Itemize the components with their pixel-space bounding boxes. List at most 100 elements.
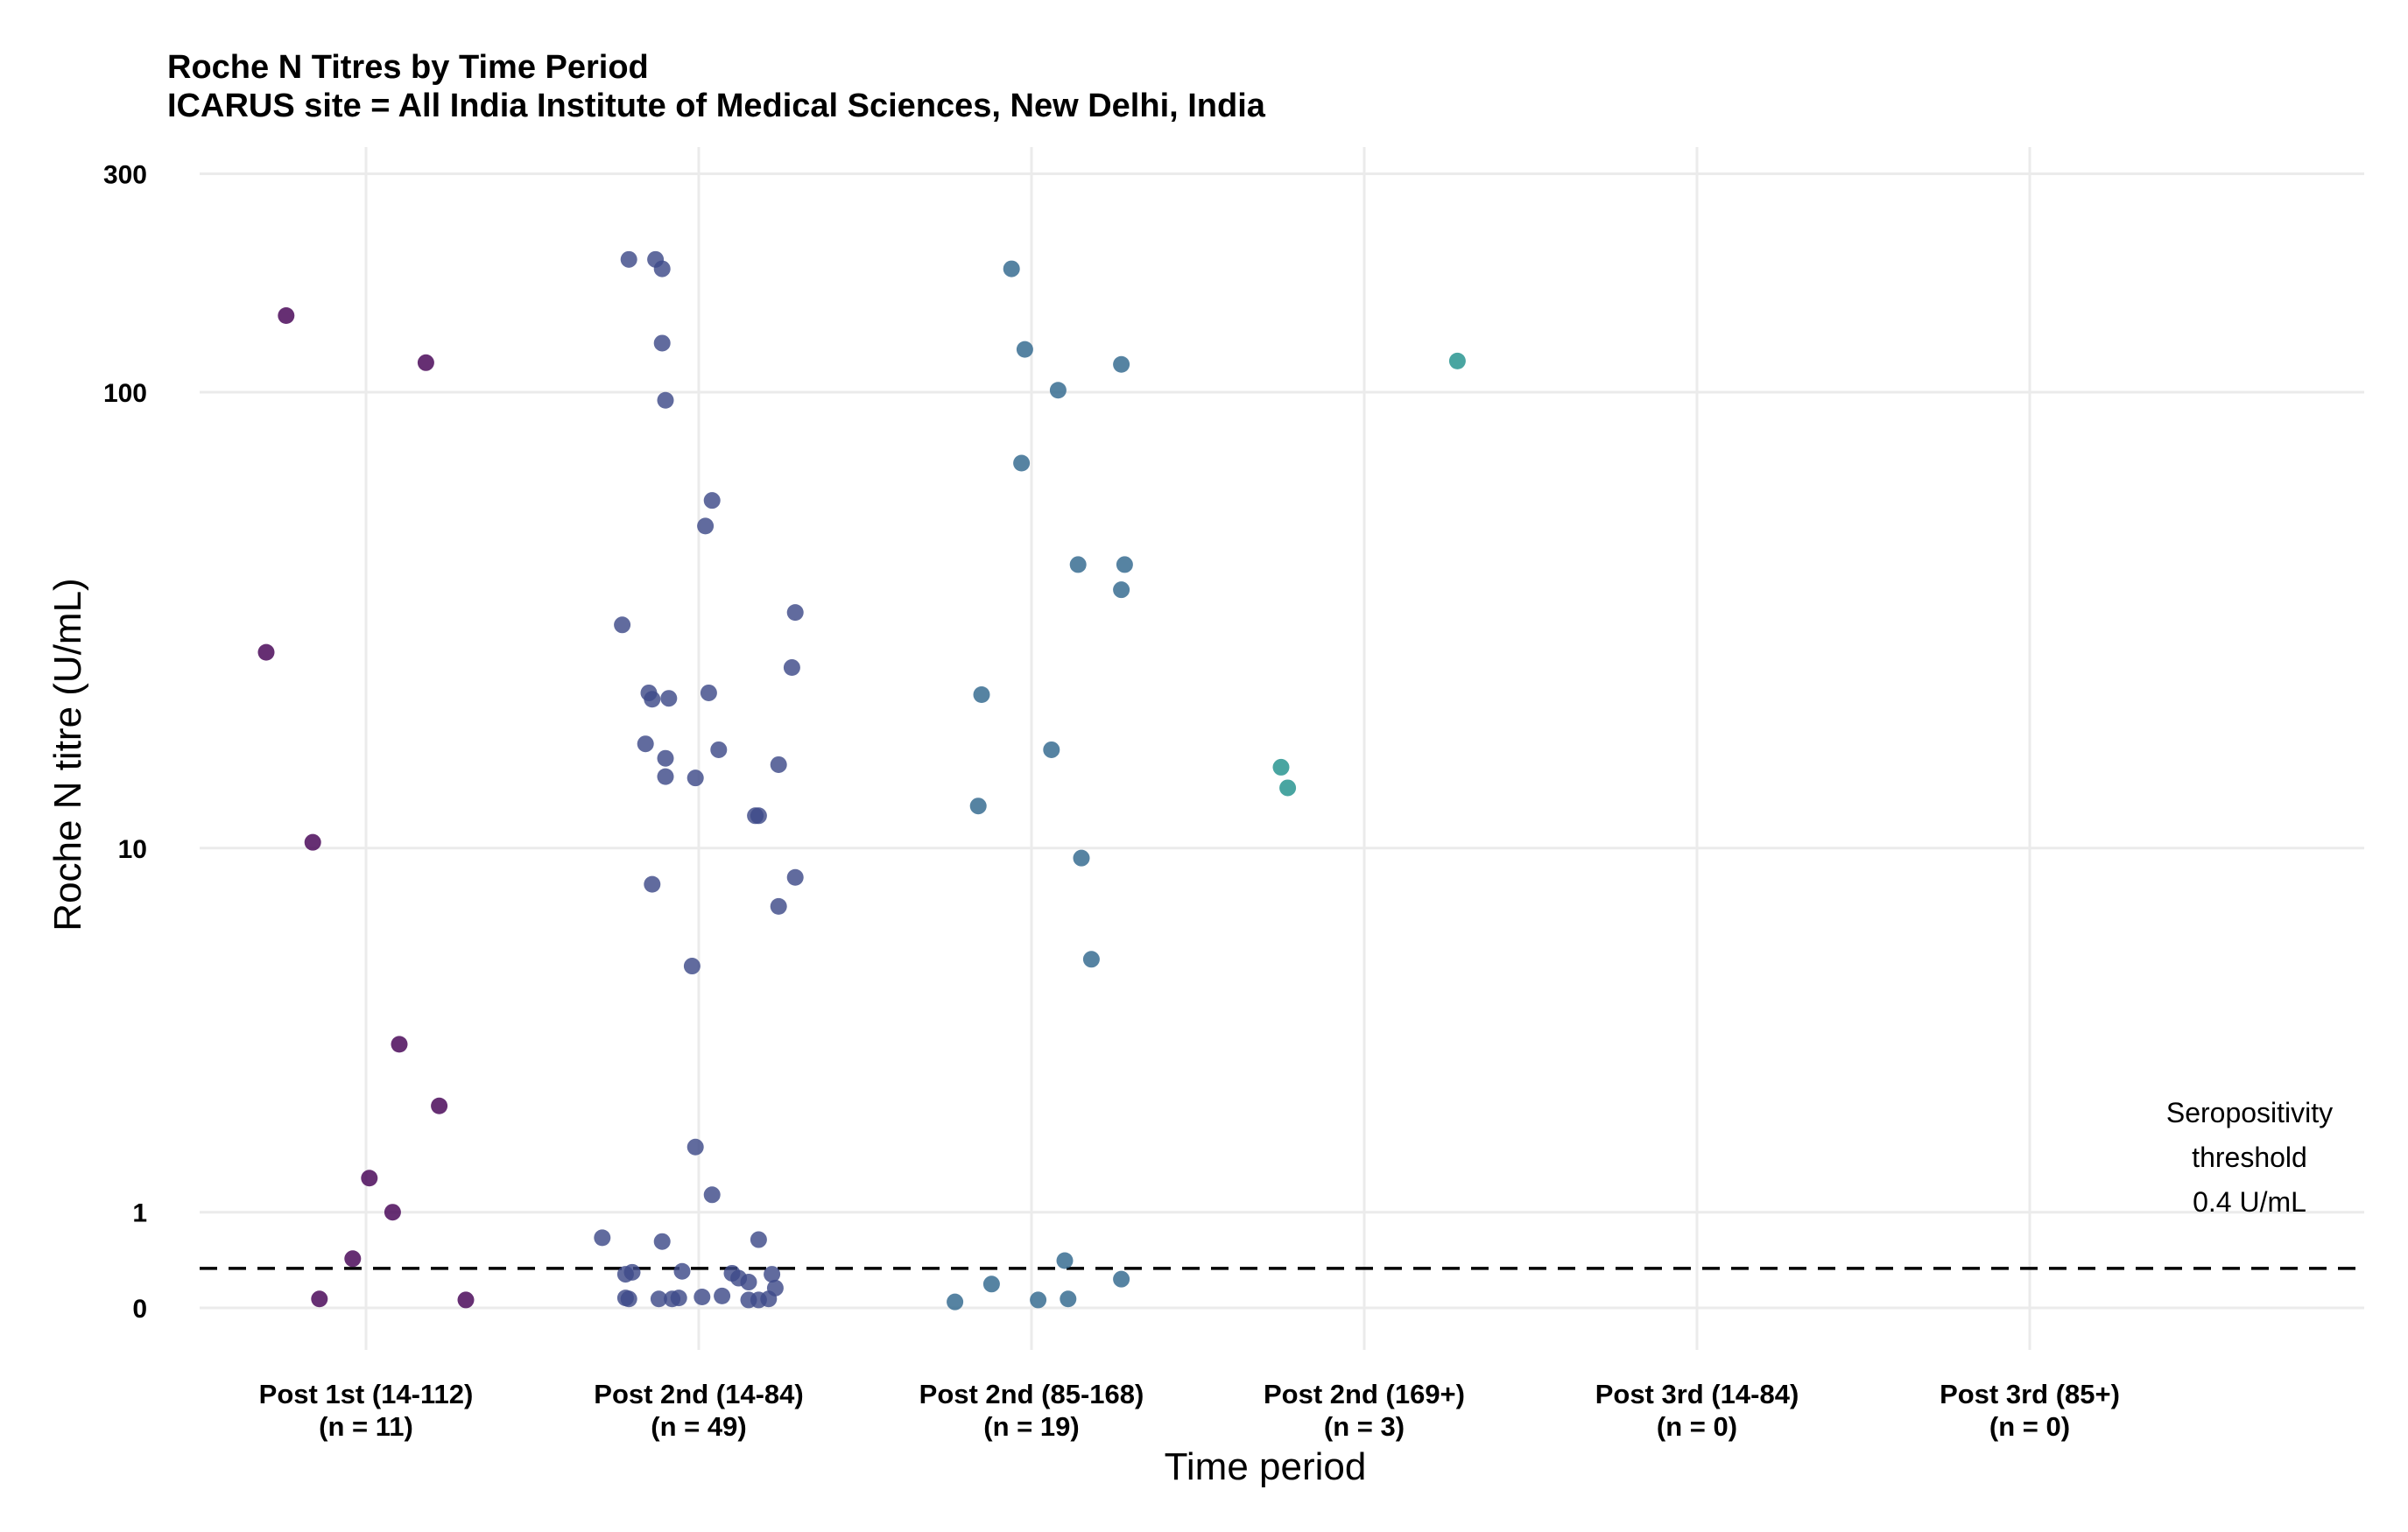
data-point bbox=[594, 1229, 611, 1247]
data-point bbox=[700, 684, 717, 701]
data-point bbox=[657, 749, 674, 767]
chart-subtitle: ICARUS site = All India Institute of Med… bbox=[167, 88, 1265, 124]
data-point bbox=[384, 1204, 401, 1221]
data-point bbox=[686, 770, 704, 787]
y-tick-label: 100 bbox=[103, 379, 147, 408]
data-point bbox=[616, 1266, 634, 1283]
data-point bbox=[457, 1291, 475, 1309]
data-point bbox=[1113, 1270, 1130, 1288]
data-point bbox=[750, 807, 767, 825]
x-tick-label: Post 2nd (14-84) bbox=[594, 1379, 803, 1409]
data-point bbox=[1448, 352, 1466, 369]
data-point bbox=[1113, 355, 1130, 373]
threshold-annotation: Seropositivity threshold 0.4 U/mL bbox=[2166, 1097, 2333, 1218]
data-point bbox=[361, 1170, 378, 1187]
data-point bbox=[786, 604, 804, 622]
data-point bbox=[1060, 1290, 1077, 1308]
data-point bbox=[391, 1036, 408, 1053]
data-point bbox=[770, 897, 787, 915]
data-point bbox=[1116, 556, 1133, 573]
y-tick-labels: 0 1 10 100 300 bbox=[103, 160, 147, 1324]
data-point bbox=[620, 1290, 637, 1308]
gridlines bbox=[200, 147, 2364, 1350]
data-point bbox=[740, 1274, 757, 1291]
data-point bbox=[1016, 341, 1033, 358]
series-points bbox=[594, 250, 804, 1309]
data-point bbox=[1043, 741, 1060, 758]
y-axis-label: Roche N titre (U/mL) bbox=[46, 578, 89, 931]
data-point bbox=[670, 1290, 687, 1307]
data-point bbox=[653, 260, 671, 278]
data-point bbox=[311, 1290, 328, 1308]
y-tick-label: 1 bbox=[132, 1199, 147, 1228]
data-point bbox=[1049, 382, 1067, 399]
data-point bbox=[686, 1138, 704, 1156]
data-point bbox=[644, 875, 661, 893]
data-point bbox=[1056, 1252, 1074, 1269]
series-points bbox=[947, 260, 1133, 1311]
y-tick-label: 10 bbox=[118, 835, 147, 864]
data-point bbox=[947, 1293, 964, 1311]
data-point bbox=[760, 1290, 778, 1308]
data-point bbox=[973, 686, 990, 704]
x-tick-count: (n = 3) bbox=[1324, 1411, 1405, 1442]
x-tick-label: Post 2nd (85-168) bbox=[919, 1379, 1144, 1409]
data-point bbox=[697, 517, 715, 535]
data-point bbox=[653, 1233, 671, 1250]
data-point bbox=[344, 1250, 362, 1268]
y-tick-label: 300 bbox=[103, 160, 147, 189]
x-tick-label: Post 3rd (85+) bbox=[1940, 1379, 2120, 1409]
data-point bbox=[710, 741, 728, 758]
data-point bbox=[694, 1289, 711, 1306]
data-point bbox=[637, 735, 654, 753]
data-point bbox=[657, 768, 674, 785]
x-tick-count: (n = 19) bbox=[983, 1411, 1079, 1442]
data-point bbox=[278, 307, 295, 325]
data-point bbox=[1272, 758, 1290, 776]
data-point bbox=[304, 833, 321, 851]
data-point bbox=[982, 1275, 1000, 1293]
data-point bbox=[750, 1231, 767, 1248]
data-point bbox=[1013, 454, 1031, 472]
data-point bbox=[614, 616, 631, 634]
data-point bbox=[969, 798, 987, 815]
data-point bbox=[1113, 581, 1130, 599]
x-tick-count: (n = 49) bbox=[651, 1411, 746, 1442]
data-point bbox=[764, 1266, 781, 1283]
x-tick-label: Post 2nd (169+) bbox=[1264, 1379, 1465, 1409]
threshold-annotation-line: 0.4 U/mL bbox=[2193, 1186, 2306, 1218]
chart-title: Roche N Titres by Time Period bbox=[167, 49, 649, 86]
data-point bbox=[703, 1186, 721, 1204]
data-point bbox=[1069, 556, 1087, 573]
x-tick-label: Post 3rd (14-84) bbox=[1595, 1379, 1799, 1409]
data-point bbox=[644, 691, 661, 708]
threshold-annotation-line: Seropositivity bbox=[2166, 1097, 2333, 1128]
data-point bbox=[714, 1287, 731, 1304]
x-tick-count: (n = 0) bbox=[1989, 1411, 2070, 1442]
data-point bbox=[1279, 779, 1297, 797]
data-point bbox=[650, 1290, 667, 1308]
data-point bbox=[783, 659, 800, 677]
data-point bbox=[417, 354, 434, 371]
x-tick-count: (n = 0) bbox=[1657, 1411, 1737, 1442]
data-point bbox=[657, 391, 674, 409]
x-tick-count: (n = 11) bbox=[319, 1411, 413, 1442]
data-point bbox=[653, 334, 671, 352]
data-point bbox=[786, 868, 804, 886]
data-point bbox=[1030, 1291, 1047, 1309]
data-point bbox=[1073, 849, 1090, 867]
data-point bbox=[673, 1262, 691, 1280]
data-point bbox=[660, 690, 678, 707]
data-point bbox=[1003, 260, 1020, 278]
data-point bbox=[1082, 951, 1100, 968]
threshold-annotation-line: threshold bbox=[2192, 1142, 2307, 1173]
series-points bbox=[257, 307, 475, 1309]
x-tick-label: Post 1st (14-112) bbox=[259, 1379, 474, 1409]
data-point bbox=[683, 958, 701, 975]
data-point bbox=[257, 643, 275, 661]
data-points bbox=[257, 250, 1466, 1311]
series-points bbox=[1272, 352, 1466, 797]
data-point bbox=[620, 250, 637, 268]
y-tick-label: 0 bbox=[132, 1295, 147, 1324]
